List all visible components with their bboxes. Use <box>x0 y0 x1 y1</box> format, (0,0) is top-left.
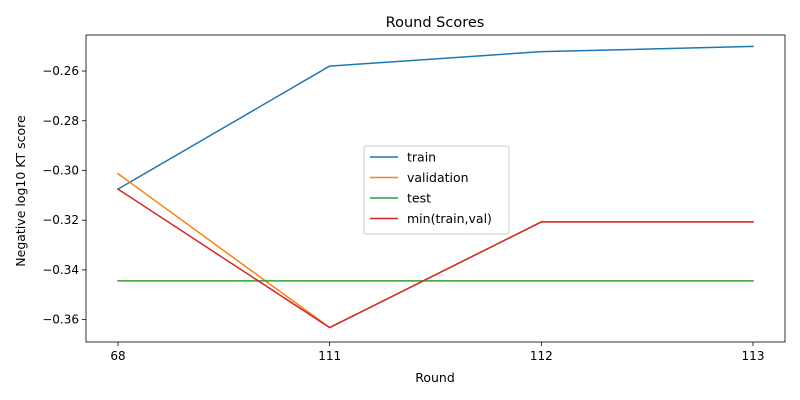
x-tick-label: 111 <box>318 349 341 363</box>
legend-label: train <box>407 150 436 165</box>
y-tick-label: −0.36 <box>42 313 79 327</box>
y-axis: −0.36 −0.34 −0.32 −0.30 −0.28 −0.26 <box>42 64 86 327</box>
legend: train validation test min(train,val) <box>363 145 510 235</box>
y-axis-label: Negative log10 KT score <box>13 115 28 267</box>
y-tick-label: −0.34 <box>42 263 79 277</box>
y-tick-label: −0.32 <box>42 213 79 227</box>
y-tick-label: −0.30 <box>42 163 79 177</box>
legend-label: validation <box>407 170 469 185</box>
y-tick-label: −0.26 <box>42 64 79 78</box>
series-line-min-train-val <box>116 188 754 329</box>
y-tick-label: −0.28 <box>42 114 79 128</box>
series-line-train <box>116 45 754 191</box>
chart-title: Round Scores <box>386 15 485 31</box>
x-axis-label: Round <box>415 370 455 385</box>
legend-label: min(train,val) <box>407 211 492 226</box>
plot-frame <box>85 34 786 343</box>
legend-label: test <box>407 191 431 206</box>
x-tick-label: 112 <box>530 349 553 363</box>
x-tick-label: 113 <box>742 349 765 363</box>
x-axis: 68 111 112 113 <box>110 342 764 363</box>
legend-box <box>363 145 510 235</box>
x-tick-label: 68 <box>110 349 125 363</box>
plot-area <box>85 34 786 343</box>
